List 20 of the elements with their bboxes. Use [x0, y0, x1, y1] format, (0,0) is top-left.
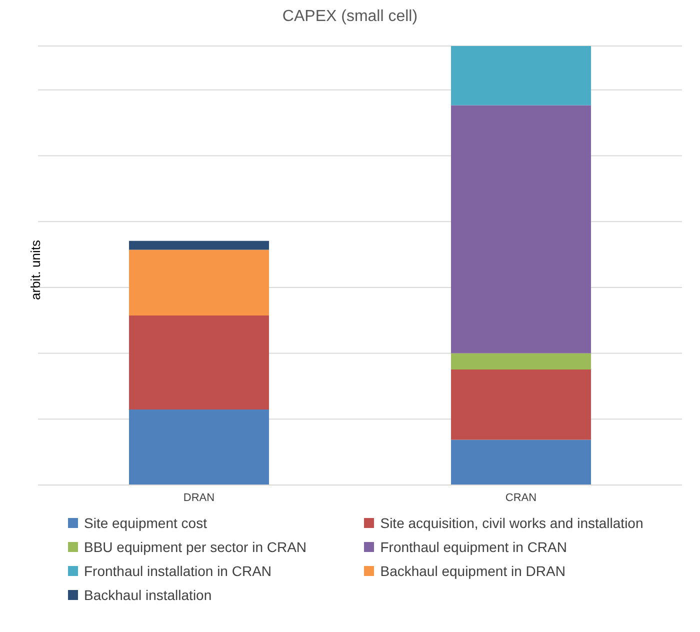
- bar: [451, 353, 591, 370]
- bar: [129, 250, 269, 316]
- chart-title: CAPEX (small cell): [281, 8, 419, 26]
- legend-label: BBU equipment per sector in CRAN: [84, 539, 307, 555]
- bar: [129, 240, 269, 250]
- legend-label: Fronthaul equipment in CRAN: [380, 539, 567, 555]
- x-tick-label: DRAN: [183, 492, 215, 504]
- legend-label: Site acquisition, civil works and installation: [380, 515, 644, 531]
- x-tick-label: CRAN: [505, 492, 537, 504]
- legend-label: Site equipment cost: [84, 515, 207, 531]
- bar: [451, 370, 591, 440]
- bar: [451, 105, 591, 354]
- bar: [451, 46, 591, 106]
- legend-label: Fronthaul installation in CRAN: [84, 563, 272, 579]
- bar: [451, 440, 591, 485]
- bar: [129, 316, 269, 410]
- y-axis-title: arbit. units: [28, 240, 43, 300]
- legend-label: Backhaul installation: [84, 587, 212, 603]
- bar: [129, 409, 269, 485]
- legend-label: Backhaul equipment in DRAN: [380, 563, 566, 579]
